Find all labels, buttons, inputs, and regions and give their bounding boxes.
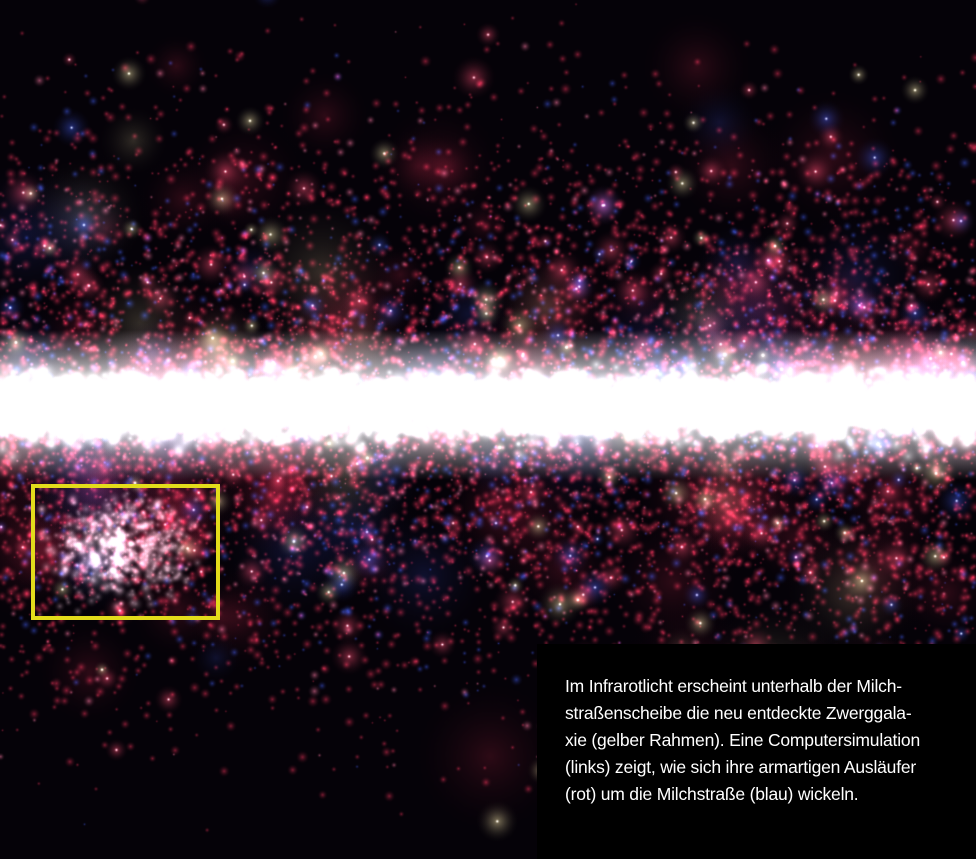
caption-line: Im Infrarotlicht erscheint unterhalb der… (565, 676, 902, 696)
caption-line: (links) zeigt, wie sich ihre armartigen … (565, 757, 917, 777)
dwarf-galaxy-highlight-frame (31, 484, 220, 620)
caption-line: straßenscheibe die neu entdeckte Zwergga… (565, 703, 912, 723)
caption-line: (rot) um die Milchstraße (blau) wickeln. (565, 784, 859, 804)
caption-line: xie (gelber Rahmen). Eine Computersimula… (565, 730, 920, 750)
caption-panel (537, 644, 976, 859)
caption-text: Im Infrarotlicht erscheint unterhalb der… (565, 673, 970, 808)
